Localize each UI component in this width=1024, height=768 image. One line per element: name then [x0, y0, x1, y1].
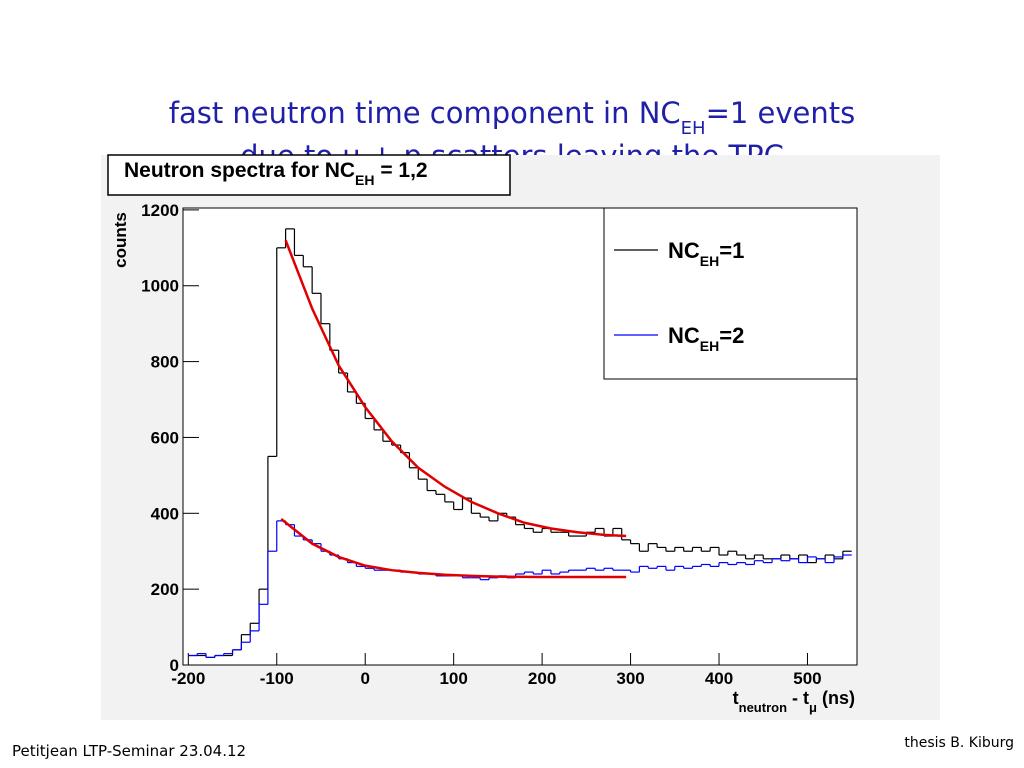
text-part: Neutron spectra for NC: [124, 159, 355, 182]
text-part: - t: [787, 688, 809, 708]
text-part: (ns): [817, 688, 855, 708]
fit-curve: [280, 518, 627, 579]
subscript: μ: [809, 700, 817, 715]
x-tick-label: 0: [360, 669, 369, 688]
text-part: NC: [668, 323, 700, 348]
legend-label: NCEH=1: [668, 238, 744, 269]
subscript: EH: [355, 172, 374, 188]
subscript: EH: [700, 253, 719, 269]
y-tick-label: 600: [151, 428, 179, 447]
fit-curve: [284, 239, 627, 538]
text-part: =1 events: [706, 96, 856, 130]
text-part: t: [733, 688, 739, 708]
legend-label: NCEH=2: [668, 323, 744, 354]
x-tick-label: 200: [528, 669, 556, 688]
subscript: EH: [681, 118, 706, 139]
chart-title: Neutron spectra for NCEH = 1,2: [124, 159, 428, 188]
subscript: neutron: [739, 700, 787, 715]
y-tick-label: 800: [151, 353, 179, 372]
subscript: EH: [700, 338, 719, 354]
x-tick-label: 500: [793, 669, 821, 688]
text-part: =1: [719, 238, 744, 263]
y-tick-label: 0: [170, 656, 179, 675]
x-tick-label: 400: [705, 669, 733, 688]
y-axis-label: counts: [111, 212, 130, 268]
y-tick-label: 1000: [141, 277, 179, 296]
x-tick-label: 300: [616, 669, 644, 688]
legend-box: [603, 207, 858, 380]
y-tick-label: 1200: [141, 201, 179, 220]
x-tick-label: 100: [439, 669, 467, 688]
credit: thesis B. Kiburg: [904, 735, 1014, 751]
x-tick-label: -200: [171, 669, 205, 688]
y-tick-label: 400: [151, 504, 179, 523]
x-tick-label: -100: [260, 669, 294, 688]
text-part: fast neutron time component in NC: [169, 96, 681, 130]
plot: -200 -100 0 100 200 300 400 500 0 200 400 600 800 100…: [141, 201, 852, 688]
text-part: = 1,2: [374, 159, 427, 182]
text-part: =2: [719, 323, 744, 348]
footer: Petitjean LTP-Seminar 23.04.12: [12, 742, 246, 760]
y-tick-label: 200: [151, 580, 179, 599]
title-box: [107, 154, 511, 196]
slide-headline: fast neutron time component in NCEH=1 ev…: [169, 96, 856, 139]
x-axis-label: tneutron - tμ (ns): [733, 688, 855, 715]
text-part: NC: [668, 238, 700, 263]
